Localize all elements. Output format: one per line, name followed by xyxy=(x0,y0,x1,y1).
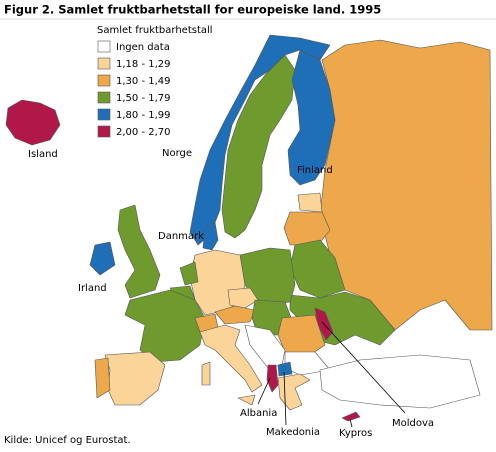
label-iceland: Island xyxy=(28,149,58,160)
label-albania: Albania xyxy=(240,408,277,419)
macedonia xyxy=(277,361,293,377)
turkey xyxy=(319,354,481,409)
legend-swatch xyxy=(97,108,111,121)
legend-label: 1,80 - 1,99 xyxy=(116,110,171,121)
title: Figur 2. Samlet fruktbarhetstall for eur… xyxy=(4,3,381,17)
legend-title: Samlet fruktbarhetstall xyxy=(97,25,213,36)
italy xyxy=(199,324,263,393)
portugal xyxy=(94,357,111,399)
leader-cyprus xyxy=(349,418,353,428)
finland xyxy=(287,49,336,186)
legend-label: 1,30 - 1,49 xyxy=(116,76,171,87)
legend-label: 1,18 - 1,29 xyxy=(116,59,171,70)
russia xyxy=(319,39,493,331)
france xyxy=(124,289,206,363)
label-moldova: Moldova xyxy=(392,418,434,429)
sweden xyxy=(221,54,296,239)
denmark xyxy=(202,221,219,251)
countries xyxy=(5,34,493,422)
label-macedonia: Makedonia xyxy=(266,427,320,438)
label-norway: Norge xyxy=(162,148,192,159)
legend-swatch xyxy=(97,40,111,53)
legend-swatch xyxy=(97,125,111,138)
legend-swatch xyxy=(97,57,111,70)
leader-macedonia xyxy=(283,371,287,426)
legend: Samlet fruktbarhetstall Ingen data 1,18 -… xyxy=(97,25,213,138)
label-denmark: Danmark xyxy=(158,231,204,242)
sicily xyxy=(237,394,256,406)
greece xyxy=(277,373,311,411)
spain xyxy=(104,351,166,406)
estonia xyxy=(297,192,323,213)
source: Kilde: Unicef og Eurostat. xyxy=(4,435,131,446)
czech xyxy=(227,287,259,309)
sardinia xyxy=(201,361,211,386)
legend-swatch xyxy=(97,91,111,104)
netherlands xyxy=(179,261,199,286)
iceland xyxy=(5,99,61,146)
cyprus xyxy=(341,411,361,422)
leader-moldova xyxy=(321,321,406,414)
albania xyxy=(266,364,279,393)
label-cyprus: Kypros xyxy=(339,428,372,439)
leader-albania xyxy=(257,377,271,405)
label-finland: Finland xyxy=(297,165,333,176)
latvia-lithuania xyxy=(283,211,331,246)
legend-label: 1,50 - 1,79 xyxy=(116,93,171,104)
legend-swatch xyxy=(97,74,111,87)
ireland xyxy=(89,241,116,276)
legend-label: 2,00 - 2,70 xyxy=(116,127,171,138)
legend-label: Ingen data xyxy=(116,42,170,53)
united-kingdom xyxy=(117,204,161,299)
label-ireland: Irland xyxy=(78,283,107,294)
